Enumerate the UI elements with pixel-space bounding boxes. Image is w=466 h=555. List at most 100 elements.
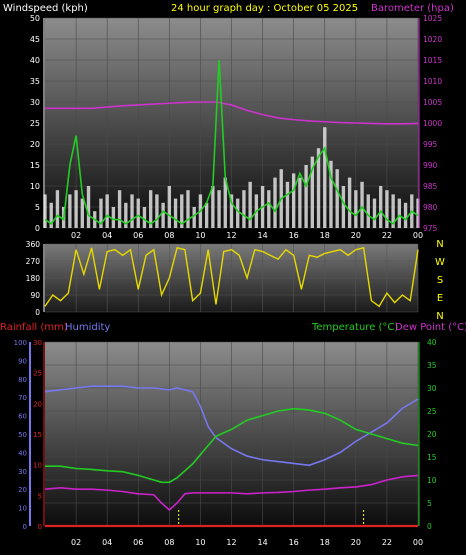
- temperature-y-tick-label: 10: [427, 476, 437, 485]
- temperature-y-tick-label: 20: [427, 430, 437, 439]
- gust-bar: [310, 156, 314, 228]
- gust-bar: [403, 202, 408, 228]
- gust-bar: [149, 190, 153, 228]
- temperature-x-tick-label: 20: [351, 538, 361, 547]
- gust-bar: [379, 186, 383, 228]
- rainfall-y-tick-label: 25: [33, 370, 42, 378]
- barometer-series: [45, 101, 419, 125]
- gust-bar: [223, 177, 227, 228]
- graph-title: 24 hour graph day : October 05 2025: [171, 3, 358, 14]
- direction-grid: [45, 243, 419, 313]
- gust-bar: [335, 169, 339, 228]
- gust-bar: [136, 198, 140, 228]
- humidity-y-tick-label: 30: [18, 468, 27, 476]
- baro-y-tick-label: 1010: [423, 77, 442, 86]
- gust-bar: [186, 190, 190, 228]
- wind-x-tick-label: 00: [413, 231, 423, 240]
- rainfall-y-tick-label: 15: [33, 431, 42, 439]
- wind-x-tick-label: 14: [257, 231, 267, 240]
- temperature-x-tick-label: 02: [71, 538, 81, 547]
- gust-bar: [242, 190, 246, 228]
- gust-bar: [298, 177, 302, 228]
- gust-bar: [329, 160, 333, 228]
- wind-y-tick-label: 40: [30, 56, 40, 65]
- gust-bar: [285, 181, 290, 228]
- wind-y-tick-label: 5: [35, 203, 40, 212]
- compass-label: N: [436, 239, 443, 250]
- gust-bar: [49, 202, 53, 228]
- wind-x-tick-label: 22: [382, 231, 392, 240]
- wind-x-tick-label: 06: [133, 231, 143, 240]
- gust-series: [43, 127, 420, 228]
- barometer-y-axis: 975 980 985 990 995 1000 1005 1010 1015 1020 1025: [423, 14, 442, 233]
- wind-x-tick-label: 04: [102, 231, 112, 240]
- rainfall-y-tick-label: 30: [33, 339, 42, 347]
- baro-y-tick-label: 990: [423, 161, 438, 170]
- baro-y-tick-label: 985: [423, 182, 438, 191]
- temperature-panel: 0 10 20 30 40 50 60 70 80 90 100 0 5 10 15 20 25 30 0 5 10…: [0, 322, 466, 547]
- rainfall-y-tick-label: 10: [33, 462, 42, 470]
- humidity-series: [44, 385, 419, 467]
- temperature-x-tick-label: 10: [195, 538, 205, 547]
- windspeed-title: Windspeed (kph): [3, 3, 88, 14]
- temperature-x-tick-label: 04: [102, 538, 112, 547]
- direction-y-tick-label: 270: [26, 257, 41, 266]
- gust-bar: [316, 148, 321, 228]
- gust-bar: [347, 177, 352, 228]
- gust-bar: [180, 194, 184, 228]
- temperature-y-tick-label: 5: [427, 499, 432, 508]
- wind-y-tick-label: 30: [30, 98, 40, 107]
- temperature-x-tick-label: 14: [257, 538, 267, 547]
- gust-bar: [391, 194, 395, 228]
- rainfall-y-tick-label: 0: [38, 523, 42, 531]
- wind-x-tick-label: 02: [71, 231, 81, 240]
- wind-x-tick-label: 12: [226, 231, 236, 240]
- temperature-title: Temperature (°C): [311, 322, 398, 333]
- gust-bar: [372, 198, 377, 228]
- temperature-x-tick-label: 18: [320, 538, 330, 547]
- humidity-y-tick-label: 60: [18, 413, 27, 421]
- gust-bar: [80, 198, 84, 228]
- wind-y-tick-label: 45: [30, 35, 40, 44]
- wind-x-tick-label: 20: [351, 231, 361, 240]
- gust-bar: [354, 190, 358, 228]
- gust-bar: [204, 202, 209, 228]
- barometer-line: [45, 101, 419, 125]
- compass-label: E: [437, 293, 443, 304]
- gust-bar: [211, 186, 215, 228]
- temperature-x-axis: 02 04 06 08 10 12 14 16 18 20 22 00: [71, 538, 423, 547]
- direction-y-tick-label: 180: [26, 274, 41, 283]
- wind-x-axis: 02 04 06 08 10 12 14 16 18 20 22 00: [71, 231, 423, 240]
- humidity-y-tick-label: 90: [18, 357, 27, 365]
- temperature-x-tick-label: 22: [382, 538, 392, 547]
- baro-y-tick-label: 1000: [423, 119, 442, 128]
- gust-bar: [173, 198, 178, 228]
- direction-line: [44, 246, 419, 308]
- temperature-y-tick-label: 35: [427, 361, 437, 370]
- temperature-series: [45, 407, 419, 484]
- wind-y-tick-label: 10: [30, 182, 40, 191]
- gust-bar: [43, 194, 47, 228]
- temperature-x-tick-label: 12: [226, 538, 236, 547]
- temperature-x-tick-label: 00: [413, 538, 423, 547]
- wind-speed-series: [44, 59, 419, 225]
- gust-bar: [248, 181, 252, 228]
- wind-x-tick-label: 18: [320, 231, 330, 240]
- baro-y-tick-label: 1020: [423, 35, 442, 44]
- dewpoint-line: [44, 474, 419, 511]
- humidity-y-tick-label: 50: [18, 431, 27, 439]
- humidity-y-tick-label: 10: [18, 505, 27, 513]
- compass-label: N: [436, 311, 443, 322]
- wind-y-tick-label: 20: [30, 140, 40, 149]
- gust-bar: [111, 207, 116, 228]
- compass-label: S: [437, 275, 443, 286]
- gust-bar: [385, 190, 389, 228]
- temperature-y-axis: 0 5 10 15 20 25 30 35 40: [427, 338, 437, 531]
- direction-y-axis: 0 90 180 270 360: [26, 240, 41, 317]
- wind-speed-line: [44, 59, 419, 225]
- temperature-x-tick-label: 16: [289, 538, 299, 547]
- gust-bar: [105, 194, 109, 228]
